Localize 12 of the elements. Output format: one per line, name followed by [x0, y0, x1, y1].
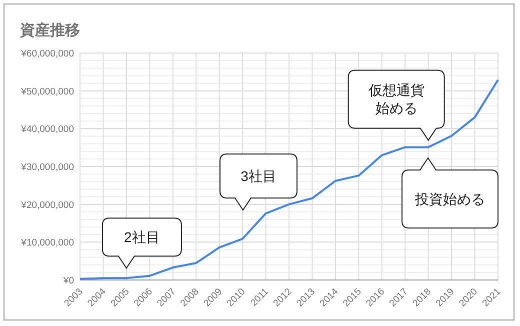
y-tick-label: ¥30,000,000 [20, 162, 74, 173]
annotation: 2社目 [124, 229, 160, 246]
y-tick-label: ¥10,000,000 [20, 238, 74, 249]
y-tick-label: ¥60,000,000 [20, 48, 74, 60]
annotation: 投資始める [414, 191, 485, 207]
y-tick-label: ¥40,000,000 [20, 124, 74, 136]
chart-title: 資産推移 [19, 21, 80, 39]
y-tick-label: ¥0 [62, 276, 74, 286]
annotation: 3社目 [240, 168, 276, 184]
y-tick-label: ¥20,000,000 [20, 200, 74, 211]
y-tick-label: ¥50,000,000 [20, 86, 74, 98]
annotation: 仮想通貨始める [367, 82, 424, 116]
